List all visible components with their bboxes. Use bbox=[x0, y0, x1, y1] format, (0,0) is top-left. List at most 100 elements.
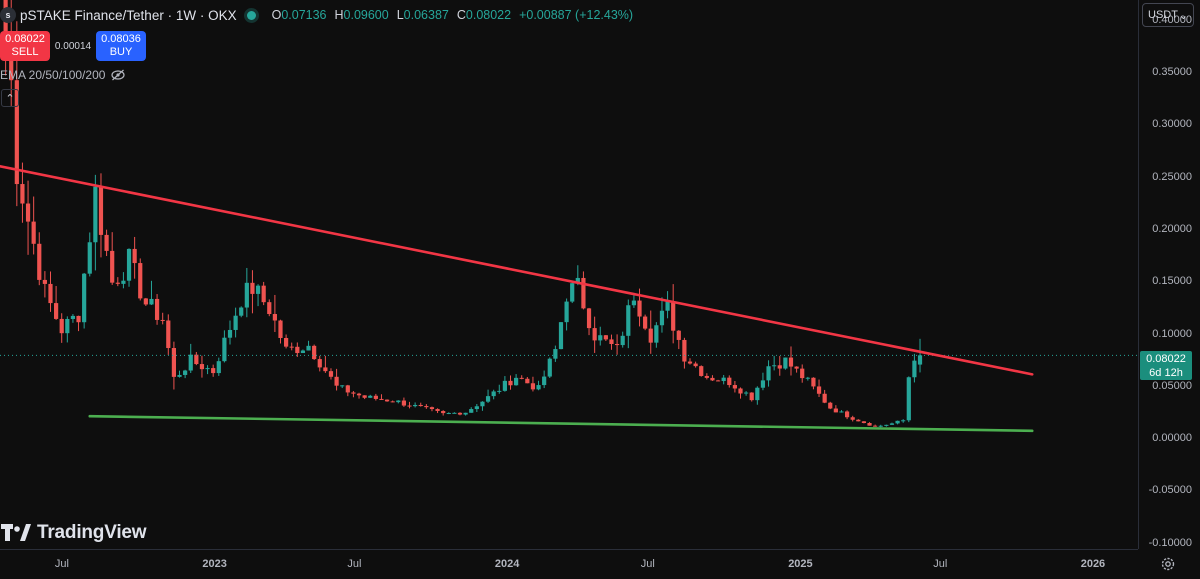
candle bbox=[895, 420, 900, 425]
close-value: 0.08022 bbox=[465, 8, 512, 22]
candle bbox=[373, 393, 378, 401]
current-price: 0.08022 bbox=[1146, 353, 1186, 365]
candle bbox=[777, 356, 782, 376]
candle bbox=[626, 299, 631, 349]
chart-area[interactable] bbox=[0, 0, 1138, 549]
candle bbox=[31, 196, 36, 255]
candle bbox=[424, 404, 429, 409]
candle bbox=[379, 394, 384, 400]
candle bbox=[227, 320, 233, 345]
candle bbox=[441, 410, 446, 416]
candle bbox=[648, 310, 653, 354]
candle bbox=[267, 299, 272, 317]
candle bbox=[912, 353, 917, 383]
candle bbox=[558, 322, 564, 350]
candle bbox=[542, 370, 547, 389]
candle bbox=[906, 376, 911, 423]
candle bbox=[760, 372, 766, 391]
candle bbox=[384, 399, 390, 402]
candle bbox=[884, 424, 889, 427]
candle bbox=[856, 419, 861, 422]
candle bbox=[614, 334, 620, 355]
candle bbox=[300, 349, 306, 354]
candle bbox=[362, 395, 367, 400]
candle bbox=[284, 334, 289, 349]
market-status-icon[interactable] bbox=[246, 10, 256, 20]
candle bbox=[553, 345, 558, 362]
candle bbox=[334, 368, 339, 391]
candle bbox=[536, 380, 541, 391]
eye-hidden-icon[interactable] bbox=[111, 69, 126, 81]
candle bbox=[586, 307, 592, 336]
candle bbox=[687, 358, 693, 365]
candle bbox=[525, 377, 530, 384]
price-axis[interactable]: 0.40000 0.35000 0.30000 0.25000 0.20000 0.150… bbox=[1138, 0, 1200, 549]
trade-panel: 0.08022 SELL 0.00014 0.08036 BUY bbox=[0, 30, 146, 62]
candle bbox=[138, 258, 143, 301]
candle bbox=[878, 424, 883, 428]
candle bbox=[435, 408, 440, 414]
sell-price: 0.08022 bbox=[5, 33, 45, 45]
price-tick-label: 0.00000 bbox=[1152, 432, 1192, 445]
candle bbox=[255, 284, 261, 307]
candle bbox=[110, 232, 115, 285]
candle bbox=[491, 389, 496, 400]
buy-button[interactable]: 0.08036 BUY bbox=[96, 31, 146, 61]
candlestick-chart[interactable] bbox=[0, 0, 1138, 549]
candle bbox=[676, 330, 681, 350]
indicator-label[interactable]: EMA 20/50/100/200 bbox=[0, 68, 106, 82]
candle bbox=[154, 294, 160, 325]
tradingview-logo-icon bbox=[1, 524, 31, 541]
candle bbox=[873, 424, 878, 427]
candle bbox=[643, 314, 648, 331]
candle bbox=[356, 392, 362, 399]
time-tick-label: Jul bbox=[347, 558, 362, 570]
candle bbox=[564, 298, 569, 331]
candle bbox=[48, 271, 53, 312]
close-label: C bbox=[456, 8, 466, 22]
candle bbox=[59, 313, 64, 343]
candle bbox=[800, 364, 805, 383]
candle bbox=[788, 346, 794, 376]
sell-button[interactable]: 0.08022 SELL bbox=[0, 31, 50, 61]
candle bbox=[861, 421, 867, 424]
candle bbox=[295, 342, 300, 357]
currency-selector[interactable]: USDT ⌄ bbox=[1142, 3, 1194, 27]
bar-countdown: 6d 12h bbox=[1149, 367, 1183, 379]
high-label: H bbox=[334, 8, 344, 22]
symbol-title[interactable]: pSTAKE Finance/Tether · 1W · OKX bbox=[20, 7, 237, 23]
candle bbox=[457, 412, 463, 416]
candle bbox=[401, 397, 407, 407]
candle bbox=[244, 267, 249, 318]
candle bbox=[239, 306, 244, 318]
resistance-trendline[interactable] bbox=[0, 164, 1034, 376]
collapse-legend-button[interactable]: ⌃ bbox=[1, 89, 19, 107]
candle bbox=[37, 232, 42, 286]
candle bbox=[699, 365, 704, 377]
candle bbox=[659, 297, 665, 333]
candle bbox=[485, 389, 491, 403]
candle bbox=[463, 412, 468, 416]
candle bbox=[177, 370, 182, 378]
low-label: L bbox=[396, 8, 404, 22]
currency-label: USDT bbox=[1148, 9, 1178, 21]
time-axis[interactable]: Jul 2023 Jul 2024 Jul 2025 Jul 2026 bbox=[0, 549, 1138, 579]
candle bbox=[76, 315, 81, 332]
candle bbox=[598, 326, 603, 346]
price-tick-label: 0.25000 bbox=[1152, 170, 1192, 183]
candle bbox=[603, 334, 608, 342]
support-trendline[interactable] bbox=[88, 414, 1034, 433]
candle bbox=[250, 270, 255, 314]
candle bbox=[822, 389, 827, 404]
candle bbox=[901, 419, 906, 423]
candle bbox=[278, 319, 283, 344]
settings-gear-icon[interactable] bbox=[1160, 556, 1176, 572]
candle bbox=[889, 422, 895, 425]
candle bbox=[744, 391, 749, 396]
price-tick-label: -0.05000 bbox=[1148, 484, 1192, 497]
candle bbox=[87, 232, 92, 277]
candle bbox=[104, 229, 109, 257]
candle bbox=[828, 401, 833, 410]
candle bbox=[766, 360, 771, 387]
tradingview-watermark[interactable]: TradingView bbox=[1, 522, 147, 544]
